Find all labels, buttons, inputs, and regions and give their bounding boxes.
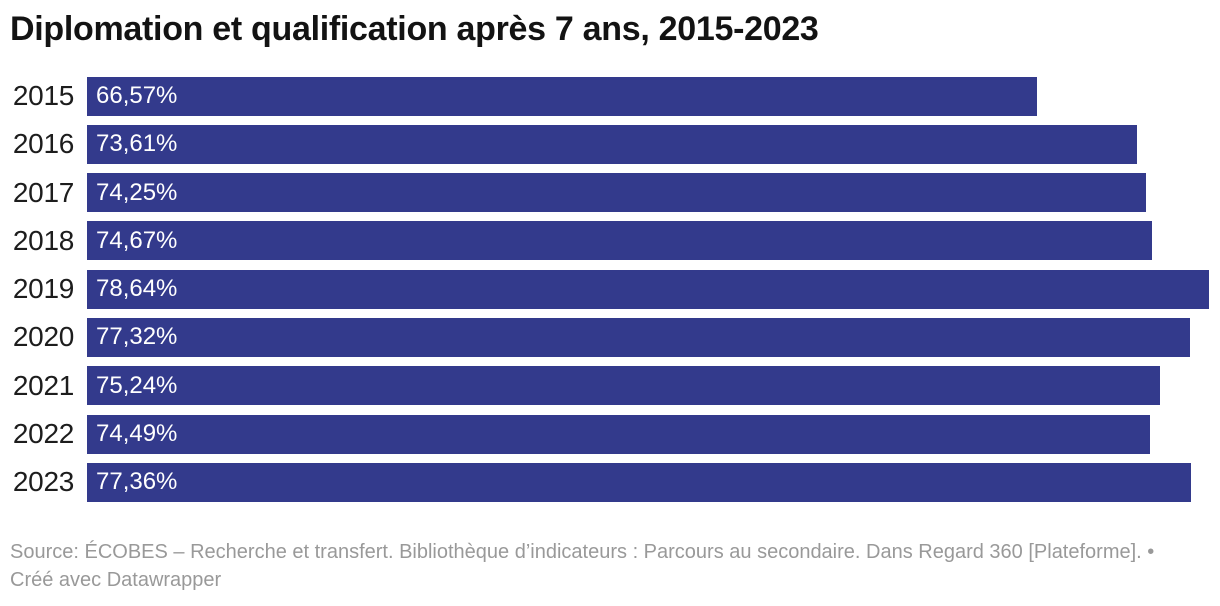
footer-separator: • xyxy=(1147,540,1155,563)
source-text: ÉCOBES – Recherche et transfert. Bibliot… xyxy=(84,540,1142,563)
year-label: 2020 xyxy=(12,321,74,353)
bar-row: 2021 75,24% xyxy=(10,366,1209,406)
bar-row: 2015 66,57% xyxy=(10,76,1209,116)
bar-value-label: 66,57% xyxy=(96,82,178,109)
bar-chart: 2015 66,57% 2016 73,61% 2017 74,25% xyxy=(10,76,1209,502)
bar: 78,64% xyxy=(87,269,1209,309)
bar-value-label: 77,36% xyxy=(96,468,178,496)
bar-track: 77,36% xyxy=(87,462,1209,502)
year-label: 2015 xyxy=(12,80,74,111)
bar-value-label: 74,67% xyxy=(96,226,178,254)
bar-row: 2022 74,49% xyxy=(10,414,1209,454)
bar-value-label: 78,64% xyxy=(96,275,178,303)
bar-value-label: 73,61% xyxy=(96,130,178,158)
bar-track: 66,57% xyxy=(87,76,1209,116)
bar-track: 73,61% xyxy=(87,124,1209,164)
bar-value-label: 77,32% xyxy=(96,323,178,351)
chart-footer: Source: ÉCOBES – Recherche et transfert.… xyxy=(10,538,1155,594)
bar: 74,67% xyxy=(87,221,1153,261)
year-label: 2019 xyxy=(12,273,74,305)
bar-row: 2017 74,25% xyxy=(10,173,1209,213)
bar: 75,24% xyxy=(87,366,1161,406)
bar-value-label: 74,25% xyxy=(96,178,178,206)
datawrapper-credit-link[interactable]: Créé avec Datawrapper xyxy=(10,568,222,591)
bar-value-label: 75,24% xyxy=(96,371,178,399)
chart-title: Diplomation et qualification après 7 ans… xyxy=(10,10,819,48)
bar: 73,61% xyxy=(87,124,1138,164)
bar-track: 78,64% xyxy=(87,269,1209,309)
bar-track: 74,67% xyxy=(87,221,1209,261)
year-label: 2018 xyxy=(12,224,74,256)
bar-row: 2019 78,64% xyxy=(10,269,1209,309)
bar-track: 74,25% xyxy=(87,173,1209,213)
bar-track: 74,49% xyxy=(87,414,1209,454)
bar: 77,36% xyxy=(87,462,1191,502)
bar: 77,32% xyxy=(87,317,1191,357)
bar-row: 2020 77,32% xyxy=(10,317,1209,357)
year-label: 2021 xyxy=(12,369,74,401)
bar-track: 77,32% xyxy=(87,317,1209,357)
source-label: Source: xyxy=(10,540,79,563)
bar: 74,25% xyxy=(87,173,1147,213)
bar-value-label: 74,49% xyxy=(96,420,178,448)
year-label: 2016 xyxy=(12,128,74,160)
bar: 74,49% xyxy=(87,414,1150,454)
bar-track: 75,24% xyxy=(87,366,1209,406)
bar-row: 2023 77,36% xyxy=(10,462,1209,502)
bar: 66,57% xyxy=(87,76,1037,116)
bar-row: 2018 74,67% xyxy=(10,221,1209,261)
year-label: 2022 xyxy=(12,418,74,450)
bar-row: 2016 73,61% xyxy=(10,124,1209,164)
year-label: 2023 xyxy=(12,466,74,498)
year-label: 2017 xyxy=(12,176,74,208)
